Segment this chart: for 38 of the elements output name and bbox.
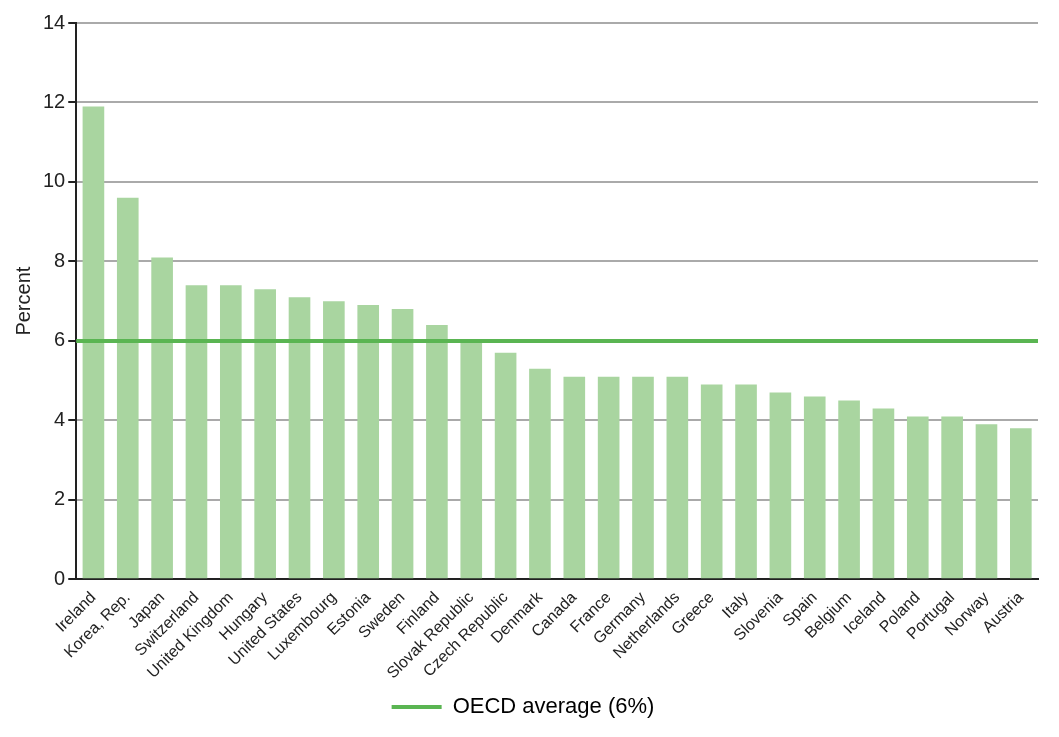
legend-label: OECD average (6%) <box>452 693 655 719</box>
bar <box>838 400 860 579</box>
y-tick-label: 8 <box>54 248 66 271</box>
bar <box>975 424 998 579</box>
bar <box>323 301 345 579</box>
bar <box>116 197 139 579</box>
bar <box>906 416 929 579</box>
y-tick-label: 6 <box>54 328 66 351</box>
bar <box>185 285 208 579</box>
bar <box>1010 428 1032 579</box>
bar <box>82 106 105 579</box>
bar <box>769 392 792 579</box>
bar <box>254 289 276 579</box>
bar <box>151 257 173 579</box>
y-tick-label: 0 <box>54 566 66 589</box>
bar <box>460 340 483 579</box>
bar <box>666 376 689 579</box>
bar <box>735 384 757 579</box>
bar <box>803 396 826 579</box>
bar <box>494 352 517 579</box>
bar <box>529 368 551 579</box>
y-tick-label: 14 <box>43 10 66 33</box>
bar <box>357 305 380 579</box>
bar <box>597 376 620 579</box>
bar <box>632 376 654 579</box>
y-tick-label: 4 <box>54 407 66 430</box>
y-tick-label: 12 <box>43 89 66 112</box>
bar <box>563 376 586 579</box>
y-tick-label: 2 <box>54 487 66 510</box>
bar <box>219 285 242 579</box>
bar <box>391 309 414 579</box>
bar <box>941 416 963 579</box>
bar <box>426 324 448 579</box>
bar <box>700 384 723 579</box>
bar <box>872 408 895 579</box>
y-axis-title: Percent <box>11 266 34 336</box>
y-tick-label: 10 <box>43 169 66 192</box>
bar <box>288 297 311 579</box>
